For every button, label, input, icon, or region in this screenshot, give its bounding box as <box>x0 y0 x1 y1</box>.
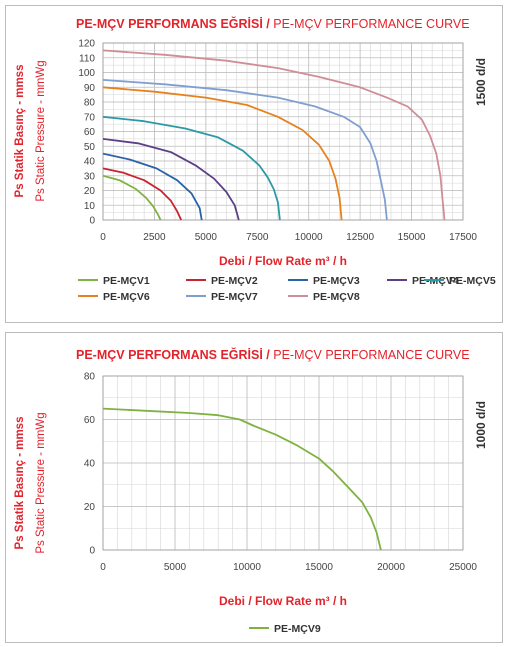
legend-entry: PE-MÇV2 <box>211 275 258 287</box>
y-tick-label: 20 <box>84 502 96 513</box>
x-tick-label: 2500 <box>143 232 166 243</box>
x-tick-label: 25000 <box>449 562 477 573</box>
legend-entry: PE-MÇV3 <box>313 275 360 287</box>
chart-svg-1000: PE-MÇV PERFORMANS EĞRİSİ / PE-MÇV PERFOR… <box>14 347 488 635</box>
x-tick-label: 0 <box>100 562 106 573</box>
x-axis-label: Debi / Flow Rate m³ / h <box>219 594 347 608</box>
series-line-pe-mçv6 <box>102 86 343 221</box>
legend-entry: PE-MÇV7 <box>211 291 258 303</box>
speed-label: 1000 d/d <box>474 401 488 449</box>
x-tick-label: 15000 <box>398 232 426 243</box>
x-tick-label: 20000 <box>377 562 405 573</box>
x-tick-label: 10000 <box>295 232 323 243</box>
performance-chart-1500: PE-MÇV PERFORMANS EĞRİSİ / PE-MÇV PERFOR… <box>5 5 503 323</box>
y-tick-label: 0 <box>89 546 95 557</box>
series-line-pe-mçv1 <box>102 174 162 221</box>
y-tick-label: 10 <box>84 201 96 212</box>
x-tick-label: 10000 <box>233 562 261 573</box>
chart-title-en: PE-MÇV PERFORMANCE CURVE <box>270 17 470 31</box>
series-line-pe-mçv8 <box>102 49 446 221</box>
y-tick-label: 90 <box>84 83 96 94</box>
y-axis-label-en: Ps Static Pressure - mmWg <box>35 412 47 553</box>
series-line-pe-mçv3 <box>102 152 203 221</box>
legend-entry: PE-MÇV6 <box>103 291 150 303</box>
chart-title: PE-MÇV PERFORMANS EĞRİSİ / PE-MÇV PERFOR… <box>76 347 470 362</box>
x-tick-label: 5000 <box>164 562 187 573</box>
y-tick-label: 60 <box>84 127 96 138</box>
legend-entry: PE-MÇV1 <box>103 275 150 287</box>
series-line-pe-mçv7 <box>102 79 388 221</box>
y-tick-label: 120 <box>78 39 95 50</box>
y-tick-label: 100 <box>78 68 95 79</box>
x-tick-label: 15000 <box>305 562 333 573</box>
y-tick-label: 0 <box>89 216 95 227</box>
y-tick-label: 80 <box>84 98 96 109</box>
y-tick-label: 70 <box>84 112 96 123</box>
legend-entry: PE-MÇV9 <box>274 623 321 635</box>
y-tick-label: 20 <box>84 186 96 197</box>
performance-chart-1000: PE-MÇV PERFORMANS EĞRİSİ / PE-MÇV PERFOR… <box>5 332 503 643</box>
series-line-pe-mçv9 <box>102 407 382 551</box>
x-axis-label: Debi / Flow Rate m³ / h <box>219 254 347 268</box>
series-line-pe-mçv4 <box>102 138 240 221</box>
y-axis-label-tr: Ps Statik Basınç - mmss <box>14 65 26 198</box>
y-tick-label: 80 <box>84 372 96 383</box>
plot-frame <box>102 42 464 221</box>
x-tick-label: 12500 <box>346 232 374 243</box>
y-tick-label: 40 <box>84 459 96 470</box>
y-tick-label: 110 <box>79 53 95 64</box>
chart-title-tr: PE-MÇV PERFORMANS EĞRİSİ / <box>76 16 270 31</box>
y-tick-label: 50 <box>84 142 96 153</box>
chart-svg-1500: PE-MÇV PERFORMANS EĞRİSİ / PE-MÇV PERFOR… <box>14 16 496 303</box>
series-line-pe-mçv2 <box>102 167 183 221</box>
chart-title-tr: PE-MÇV PERFORMANS EĞRİSİ / <box>76 347 270 362</box>
legend-entry: PE-MÇV8 <box>313 291 360 303</box>
y-tick-label: 60 <box>84 415 96 426</box>
y-tick-label: 30 <box>84 171 96 182</box>
series-line-pe-mçv5 <box>102 115 281 221</box>
plot-frame <box>102 375 464 551</box>
x-tick-label: 7500 <box>246 232 269 243</box>
chart-title-en: PE-MÇV PERFORMANCE CURVE <box>270 348 470 362</box>
x-tick-label: 17500 <box>449 232 477 243</box>
speed-label: 1500 d/d <box>474 58 488 106</box>
x-tick-label: 5000 <box>195 232 218 243</box>
chart-title: PE-MÇV PERFORMANS EĞRİSİ / PE-MÇV PERFOR… <box>76 16 470 31</box>
y-axis-label-tr: Ps Statik Basınç - mmss <box>14 417 26 550</box>
legend-entry: PE-MÇV5 <box>449 275 496 287</box>
y-tick-label: 40 <box>84 157 96 168</box>
y-axis-label-en: Ps Static Pressure - mmWg <box>35 60 47 201</box>
x-tick-label: 0 <box>100 232 106 243</box>
